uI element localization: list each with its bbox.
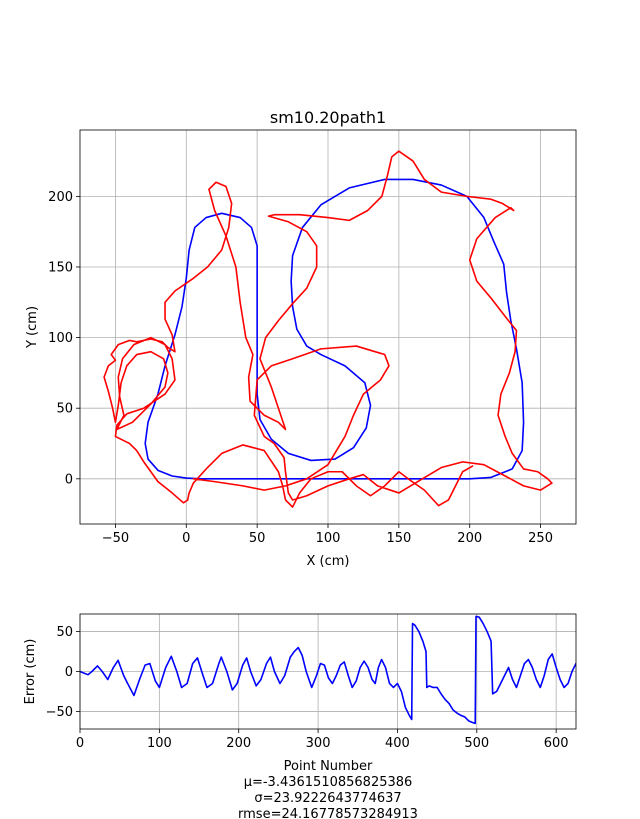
x-axis-label: X (cm)	[307, 554, 350, 569]
trajectory-ticks: −50 0 50 100 150 200 250 0 50 100 150 200	[48, 190, 553, 546]
x-tick-label: −50	[102, 531, 129, 546]
stat-std: σ=23.9222643774637	[254, 791, 401, 806]
error-x-axis-label: Point Number	[284, 759, 373, 774]
y-tick-label: 0	[65, 472, 73, 487]
y-tick-label: 0	[65, 665, 73, 680]
series-line-0	[144, 178, 525, 480]
stat-rmse: rmse=24.16778573284913	[238, 807, 418, 819]
y-tick-label: −50	[46, 705, 73, 720]
y-tick-label: 50	[56, 625, 73, 640]
x-tick-label: 0	[182, 531, 190, 546]
x-tick-label: 600	[544, 736, 569, 751]
x-tick-label: 300	[306, 736, 331, 751]
error-ticks: 0 100 200 300 400 500 600 −50 0 50	[46, 625, 569, 751]
x-tick-label: 100	[316, 531, 341, 546]
stat-mean: μ=-3.4361510856825386	[244, 775, 413, 790]
x-tick-label: 250	[528, 531, 553, 546]
series-line-1	[103, 150, 553, 508]
trajectory-chart: −50 0 50 100 150 200 250 0 50 100 150 200 sm10.20pa…	[25, 108, 577, 569]
y-tick-label: 50	[56, 402, 73, 417]
x-tick-label: 50	[249, 531, 266, 546]
error-y-axis-label: Error (cm)	[23, 639, 38, 705]
x-tick-label: 0	[76, 736, 84, 751]
error-chart: 0 100 200 300 400 500 600 −50 0 50 Point Number E…	[23, 613, 577, 819]
x-tick-label: 200	[226, 736, 251, 751]
y-axis-label: Y (cm)	[25, 306, 40, 349]
error-series	[80, 615, 576, 725]
x-tick-label: 200	[457, 531, 482, 546]
x-tick-label: 150	[386, 531, 411, 546]
y-tick-label: 200	[48, 190, 73, 205]
y-tick-label: 100	[48, 331, 73, 346]
x-tick-label: 400	[385, 736, 410, 751]
error-grid	[79, 614, 576, 729]
trajectory-series	[103, 150, 553, 508]
series-line-0	[80, 615, 576, 725]
chart-title: sm10.20path1	[270, 108, 386, 127]
y-tick-label: 150	[48, 260, 73, 275]
trajectory-grid	[80, 130, 576, 524]
x-tick-label: 500	[464, 736, 489, 751]
x-tick-label: 100	[147, 736, 172, 751]
